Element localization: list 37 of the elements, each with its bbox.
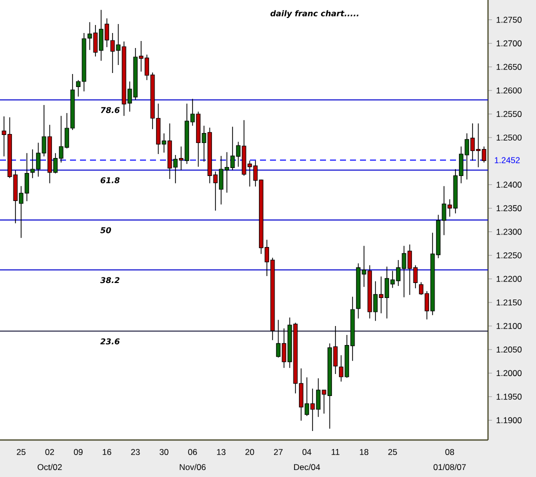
x-tick-label: 02 xyxy=(45,449,54,456)
y-tick-label: 1.2500 xyxy=(496,134,522,141)
y-tick-label: 1.2600 xyxy=(496,87,522,94)
y-tick-label: 1.2250 xyxy=(496,252,522,258)
x-tick-label: 08 xyxy=(445,449,454,456)
y-tick-label: 1.2350 xyxy=(496,205,522,212)
x-tick-label: 06 xyxy=(188,449,197,456)
y-tick-label: 1.2000 xyxy=(496,370,522,376)
x-tick-label: 20 xyxy=(245,449,254,456)
y-tick-label: 1.2050 xyxy=(496,346,522,353)
x-tick-label: 18 xyxy=(360,449,368,456)
y-tick-label: 1.2300 xyxy=(496,228,522,235)
x-tick-label: 27 xyxy=(274,449,283,455)
x-tick-label: 16 xyxy=(102,449,112,456)
ref-line-label: 1.2452 xyxy=(494,157,520,164)
text: Dec/04 xyxy=(294,464,320,470)
y-tick-label: 1.2700 xyxy=(496,40,522,46)
y-tick-label: 1.1950 xyxy=(496,394,522,400)
y-tick-label: 1.2550 xyxy=(496,111,522,117)
y-tick-label: 1.2400 xyxy=(496,182,522,188)
x-tick-label: 09 xyxy=(74,449,83,456)
y-tick-label: 1.2750 xyxy=(496,16,522,23)
x-tick-label: 04 xyxy=(302,449,312,456)
x-tick-label: 25 xyxy=(388,449,397,456)
x-tick-label: 30 xyxy=(160,449,168,456)
x-tick-label: 23 xyxy=(131,449,140,456)
y-tick-label: 1.2200 xyxy=(496,276,522,282)
x-tick-label: 11 xyxy=(332,449,340,455)
x-tick-label: 13 xyxy=(217,449,226,456)
text: Oct/02 xyxy=(38,464,62,470)
text: 01/08/07 xyxy=(434,464,466,470)
y-tick-label: 1.2650 xyxy=(496,64,522,70)
x-tick-label: 25 xyxy=(16,449,26,456)
y-tick-label: 1.2150 xyxy=(496,299,522,306)
y-tick-label: 1.2100 xyxy=(496,323,522,329)
text: Nov/06 xyxy=(180,464,206,470)
y-tick-label: 1.1900 xyxy=(496,417,522,424)
